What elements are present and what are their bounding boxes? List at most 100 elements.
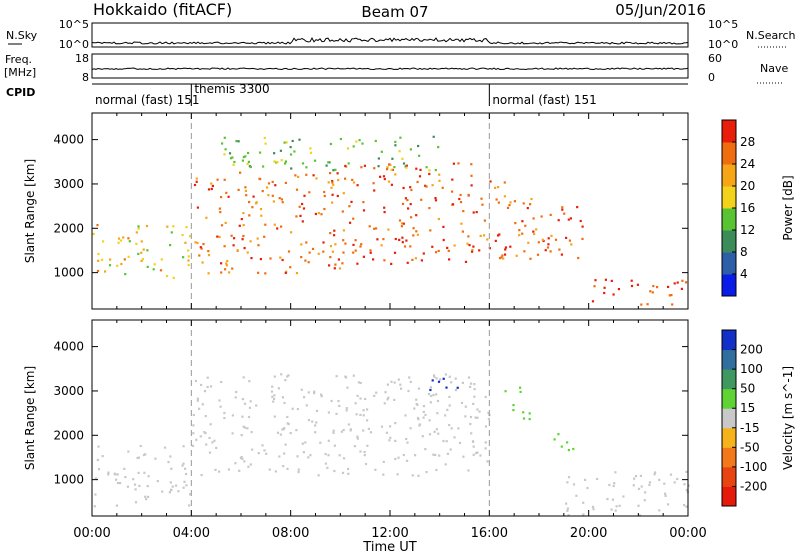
scatter-cell bbox=[640, 303, 643, 306]
scatter-cell bbox=[322, 241, 325, 244]
scatter-cell bbox=[438, 454, 441, 457]
scatter-cell bbox=[454, 377, 457, 380]
scatter-cell bbox=[182, 256, 185, 259]
x-tick-label: 00:00 bbox=[73, 526, 110, 541]
scatter-cell bbox=[476, 416, 479, 419]
scatter-cell bbox=[468, 244, 471, 247]
scatter-cell bbox=[417, 144, 420, 148]
scatter-cell bbox=[146, 249, 149, 252]
scatter-cell bbox=[462, 210, 465, 213]
scatter-cell bbox=[406, 441, 409, 444]
scatter-cell bbox=[608, 483, 611, 487]
scatter-cell bbox=[242, 376, 245, 379]
scatter-cell bbox=[435, 428, 438, 431]
scatter-cell bbox=[248, 406, 251, 409]
scatter-cell bbox=[447, 249, 450, 252]
scatter-cell bbox=[295, 215, 298, 218]
scatter-cell bbox=[409, 380, 412, 383]
scatter-cell bbox=[630, 279, 633, 282]
scatter-cell bbox=[412, 234, 415, 237]
scatter-cell bbox=[133, 483, 137, 486]
scatter-cell bbox=[325, 164, 328, 167]
scatter-cell bbox=[399, 136, 402, 139]
scatter-cell bbox=[428, 172, 431, 176]
scatter-cell bbox=[400, 222, 404, 225]
scatter-cell bbox=[369, 431, 372, 434]
scatter-cell bbox=[271, 180, 274, 183]
scatter-cell bbox=[146, 265, 149, 268]
scatter-cell bbox=[352, 181, 356, 184]
scatter-cell bbox=[347, 467, 350, 471]
scatter-cell bbox=[350, 200, 353, 203]
scatter-cell bbox=[472, 440, 475, 443]
scatter-cell bbox=[320, 213, 323, 216]
scatter-cell bbox=[169, 244, 172, 247]
scatter-cell bbox=[242, 212, 245, 215]
scatter-cell bbox=[497, 234, 500, 237]
scatter-cell bbox=[269, 257, 272, 260]
scatter-cell bbox=[286, 375, 289, 378]
scatter-cell bbox=[648, 481, 652, 484]
scatter-cell bbox=[238, 469, 241, 472]
scatter-cell bbox=[123, 467, 126, 470]
scatter-cell bbox=[187, 249, 190, 252]
scatter-cell bbox=[137, 225, 140, 228]
scatter-cell bbox=[234, 462, 237, 465]
scatter-cell bbox=[311, 247, 315, 250]
scatter-cell bbox=[141, 258, 144, 261]
nsky-line bbox=[91, 36, 689, 45]
scatter-cell bbox=[196, 397, 199, 400]
scatter-cell bbox=[107, 471, 110, 474]
scatter-cell bbox=[504, 390, 507, 393]
scatter-cell bbox=[290, 167, 293, 170]
scatter-cell bbox=[541, 238, 544, 241]
scatter-cell bbox=[192, 413, 195, 417]
scatter-cell bbox=[241, 238, 244, 241]
velocity-colorbar: 200 100 50 15 -15 -50 -100 -200 Velocity [m s^-1… bbox=[721, 329, 795, 507]
scatter-cell bbox=[196, 206, 199, 209]
scatter-cell bbox=[242, 156, 245, 159]
scatter-cell bbox=[612, 484, 615, 488]
scatter-cell bbox=[667, 503, 670, 506]
scatter-cell bbox=[127, 237, 130, 240]
scatter-cell bbox=[273, 397, 276, 400]
scatter-cell bbox=[418, 423, 422, 426]
scatter-cell bbox=[462, 455, 465, 458]
velocity-axes: 1000 2000 3000 4000 Slant Range [km] bbox=[23, 320, 689, 516]
freq-trace bbox=[91, 67, 689, 71]
colorbar-segment bbox=[722, 349, 736, 370]
scatter-cell bbox=[255, 202, 258, 205]
scatter-cell bbox=[506, 206, 510, 209]
scatter-cell bbox=[567, 218, 570, 221]
scatter-cell bbox=[226, 259, 229, 263]
scatter-cell bbox=[320, 395, 323, 398]
scatter-cell bbox=[611, 498, 615, 501]
scatter-cell bbox=[466, 242, 469, 245]
scatter-cell bbox=[386, 168, 389, 171]
scatter-cell bbox=[375, 391, 378, 394]
scatter-cell bbox=[622, 495, 625, 498]
scatter-cell bbox=[169, 455, 172, 458]
scatter-cell bbox=[501, 254, 504, 257]
scatter-cell bbox=[329, 172, 332, 175]
scatter-cell bbox=[393, 251, 397, 254]
scatter-cell bbox=[664, 492, 667, 495]
nsearch-label: N.Search bbox=[746, 29, 796, 42]
scatter-cell bbox=[435, 377, 438, 380]
scatter-cell bbox=[351, 178, 354, 181]
scatter-cell bbox=[137, 456, 140, 459]
scatter-cell bbox=[414, 257, 417, 260]
scatter-cell bbox=[95, 477, 98, 480]
nave-tick-min: 0 bbox=[708, 71, 715, 84]
scatter-cell bbox=[461, 230, 464, 233]
scatter-cell bbox=[398, 150, 401, 153]
scatter-cell bbox=[297, 175, 300, 178]
scatter-cell bbox=[238, 224, 241, 227]
scatter-cell bbox=[658, 478, 661, 481]
scatter-cell bbox=[198, 254, 201, 257]
scatter-cell bbox=[406, 459, 409, 462]
scatter-cell bbox=[349, 221, 352, 224]
scatter-cell bbox=[249, 463, 252, 466]
scatter-cell bbox=[244, 426, 247, 429]
